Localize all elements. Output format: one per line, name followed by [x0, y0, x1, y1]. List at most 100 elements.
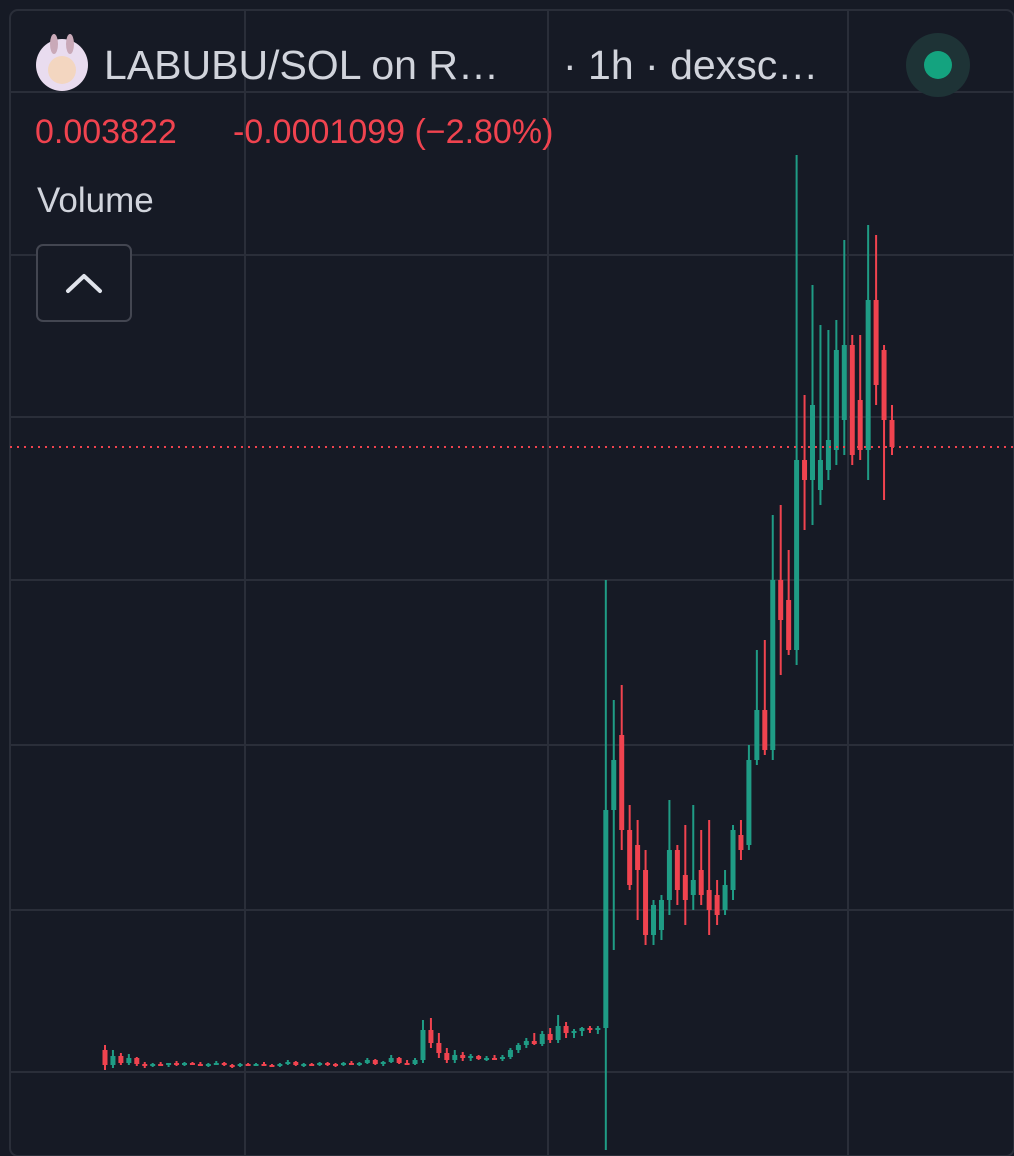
- candle-body: [253, 1064, 259, 1066]
- candle-body: [364, 1060, 370, 1063]
- candle-body: [325, 1063, 331, 1065]
- candle-body: [730, 830, 736, 890]
- candle-body: [794, 460, 800, 650]
- candle-body: [579, 1028, 585, 1031]
- candle-body: [420, 1030, 426, 1060]
- candle-body: [825, 440, 831, 470]
- candle-body: [603, 810, 609, 1028]
- candle-body: [396, 1058, 402, 1063]
- candle-body: [158, 1064, 164, 1066]
- candle-body: [499, 1057, 505, 1059]
- candles: [10, 155, 1014, 1150]
- candle-body: [333, 1064, 339, 1066]
- candle-body: [651, 905, 657, 935]
- interval: · 1h · dexsc…: [563, 42, 819, 88]
- candle-body: [213, 1063, 219, 1065]
- candle-body: [643, 870, 649, 935]
- candle-body: [181, 1063, 187, 1065]
- candle-body: [865, 300, 871, 450]
- candle-body: [857, 400, 863, 450]
- candle-body: [627, 830, 633, 885]
- candle-body: [666, 850, 672, 900]
- candle-body: [841, 345, 847, 420]
- candle-body: [817, 460, 823, 490]
- candle-body: [571, 1031, 577, 1033]
- candle-body: [205, 1064, 211, 1066]
- candle-body: [690, 880, 696, 895]
- candle-body: [762, 710, 768, 750]
- candle-body: [285, 1062, 291, 1064]
- candle-body: [849, 345, 855, 455]
- avatar-ear: [50, 34, 58, 54]
- candle-body: [492, 1058, 498, 1060]
- candle-body: [237, 1064, 243, 1066]
- candle-body: [444, 1053, 450, 1060]
- candle-body: [229, 1065, 235, 1067]
- frame: [9, 9, 1014, 1156]
- candle-body: [786, 600, 792, 650]
- candle-body: [674, 850, 680, 890]
- candle-body: [587, 1028, 593, 1030]
- candle-body: [754, 710, 760, 760]
- candle-body: [539, 1034, 545, 1044]
- candle-body: [372, 1060, 378, 1064]
- candle-body: [277, 1064, 283, 1066]
- status-dot: [924, 51, 952, 79]
- candle-body: [595, 1028, 601, 1030]
- avatar-face: [48, 56, 76, 84]
- candle-body: [356, 1063, 362, 1065]
- candle-body: [150, 1064, 156, 1066]
- chevron-icon: [66, 274, 102, 293]
- candle-body: [118, 1056, 124, 1063]
- candle-body: [166, 1063, 172, 1065]
- candle-body: [293, 1062, 299, 1065]
- candle-body: [484, 1058, 490, 1060]
- candle-body: [436, 1043, 442, 1053]
- candle-body: [197, 1064, 203, 1066]
- grid: [10, 10, 1014, 1156]
- candle-body: [388, 1058, 394, 1062]
- price: 0.003822: [35, 113, 177, 151]
- candle-body: [873, 300, 879, 385]
- candle-body: [460, 1055, 466, 1058]
- candle-body: [778, 580, 784, 620]
- candle-body: [380, 1062, 386, 1064]
- candle-body: [189, 1063, 195, 1065]
- candle-body: [309, 1064, 315, 1066]
- candle-body: [507, 1050, 513, 1057]
- candle-body: [245, 1064, 251, 1066]
- candle-body: [428, 1030, 434, 1043]
- candle-body: [563, 1026, 569, 1033]
- candle-body: [404, 1063, 410, 1065]
- candle-body: [738, 835, 744, 850]
- candle-body: [770, 580, 776, 750]
- candle-body: [682, 875, 688, 900]
- candle-body: [261, 1064, 267, 1066]
- candle-body: [102, 1050, 108, 1065]
- candle-body: [412, 1060, 418, 1064]
- candle-body: [348, 1063, 354, 1065]
- candle-body: [889, 420, 895, 447]
- candle-body: [658, 900, 664, 930]
- candle-body: [746, 760, 752, 845]
- candle-body: [547, 1034, 553, 1040]
- avatar-ear: [66, 34, 74, 54]
- candle-body: [221, 1063, 227, 1065]
- candle-body: [452, 1055, 458, 1060]
- candle-body: [833, 350, 839, 450]
- candle-body: [301, 1064, 307, 1066]
- candle-body: [802, 460, 808, 480]
- candle-body: [555, 1026, 561, 1040]
- candle-body: [340, 1063, 346, 1065]
- candle-body: [619, 735, 625, 830]
- candle-body: [515, 1045, 521, 1050]
- candle-body: [635, 845, 641, 870]
- candle-body: [476, 1056, 482, 1059]
- indicator-label: Volume: [37, 181, 154, 220]
- candle-body: [714, 895, 720, 915]
- collapse-button[interactable]: [36, 244, 132, 322]
- candle-body: [269, 1065, 275, 1067]
- price-change: -0.0001099 (−2.80%): [233, 113, 554, 151]
